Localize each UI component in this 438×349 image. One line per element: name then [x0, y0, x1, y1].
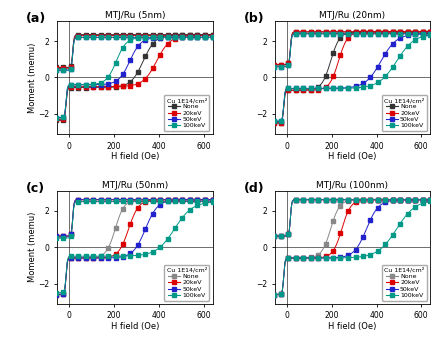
- X-axis label: H field (Oe): H field (Oe): [110, 322, 159, 331]
- Legend: None, 20keV, 50keV, 100keV: None, 20keV, 50keV, 100keV: [164, 95, 209, 131]
- Text: (c): (c): [26, 181, 45, 194]
- Title: MTJ/Ru (20nm): MTJ/Ru (20nm): [319, 11, 385, 20]
- Title: MTJ/Ru (100nm): MTJ/Ru (100nm): [316, 181, 388, 190]
- Text: (d): (d): [243, 181, 264, 194]
- X-axis label: H field (Oe): H field (Oe): [328, 322, 376, 331]
- Text: (a): (a): [26, 12, 46, 25]
- Legend: None, 20keV, 50keV, 100keV: None, 20keV, 50keV, 100keV: [164, 265, 209, 300]
- X-axis label: H field (Oe): H field (Oe): [328, 152, 376, 161]
- Title: MTJ/Ru (5nm): MTJ/Ru (5nm): [104, 11, 165, 20]
- Y-axis label: Moment (memu): Moment (memu): [28, 42, 37, 113]
- Y-axis label: Moment (memu): Moment (memu): [28, 212, 37, 282]
- Text: (b): (b): [243, 12, 264, 25]
- Legend: None, 20keV, 50keV, 100keV: None, 20keV, 50keV, 100keV: [381, 265, 426, 300]
- X-axis label: H field (Oe): H field (Oe): [110, 152, 159, 161]
- Legend: None, 20keV, 50keV, 100keV: None, 20keV, 50keV, 100keV: [381, 95, 426, 131]
- Title: MTJ/Ru (50nm): MTJ/Ru (50nm): [102, 181, 168, 190]
